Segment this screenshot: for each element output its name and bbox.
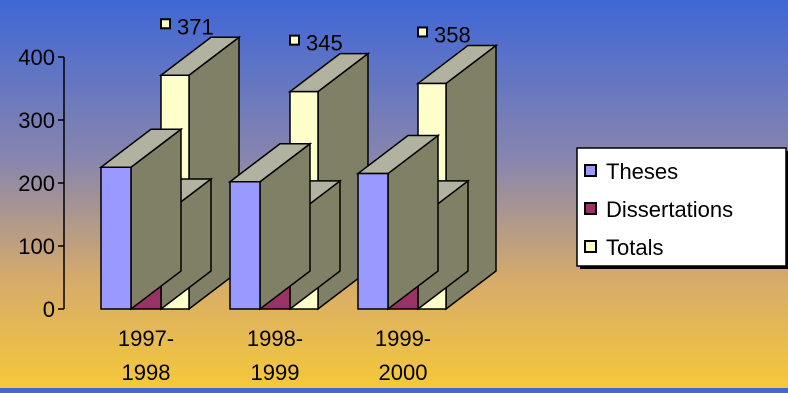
y-tick-label: 100 <box>18 234 55 259</box>
bars-layer <box>98 35 499 311</box>
legend-label: Dissertations <box>606 197 733 222</box>
y-tick-label: 400 <box>18 45 55 70</box>
data-label-text: 345 <box>306 31 343 56</box>
y-tick-label: 200 <box>18 171 55 196</box>
data-label: 371 <box>160 14 214 39</box>
y-axis: 0 100 200 300 400 <box>18 45 65 322</box>
labels-layer: 1997-1998 371 1998-1999 345 1999-2000 358 <box>118 14 471 385</box>
data-label-key-icon <box>289 34 300 46</box>
x-tick-label: 1999-2000 <box>375 326 431 385</box>
legend-label: Totals <box>606 235 663 260</box>
y-tick-label: 0 <box>43 297 55 322</box>
x-tick-label: 1998-1999 <box>247 326 303 385</box>
bar-theses <box>227 142 313 311</box>
legend: Theses Dissertations Totals <box>576 147 788 269</box>
legend-label: Theses <box>606 159 678 184</box>
legend-swatch-icon <box>584 202 597 215</box>
bar-theses <box>355 134 441 311</box>
bar-front <box>357 172 389 310</box>
legend-box <box>576 147 787 267</box>
bar-front <box>229 180 261 310</box>
bar-theses <box>98 127 184 311</box>
legend-swatch-icon <box>584 164 597 177</box>
data-label-key-icon <box>417 26 428 38</box>
legend-item-totals: Totals <box>584 235 663 260</box>
bar-front <box>100 166 132 310</box>
x-tick-label: 1997-1998 <box>118 326 174 385</box>
y-tick-label: 300 <box>18 108 55 133</box>
data-label-text: 371 <box>177 14 214 39</box>
data-label-key-icon <box>160 18 171 30</box>
data-label: 358 <box>417 22 471 47</box>
legend-swatch-icon <box>584 240 597 253</box>
data-label: 345 <box>289 31 343 56</box>
data-label-text: 358 <box>434 22 471 47</box>
legend-item-dissertations: Dissertations <box>584 197 733 222</box>
legend-item-theses: Theses <box>584 159 678 184</box>
